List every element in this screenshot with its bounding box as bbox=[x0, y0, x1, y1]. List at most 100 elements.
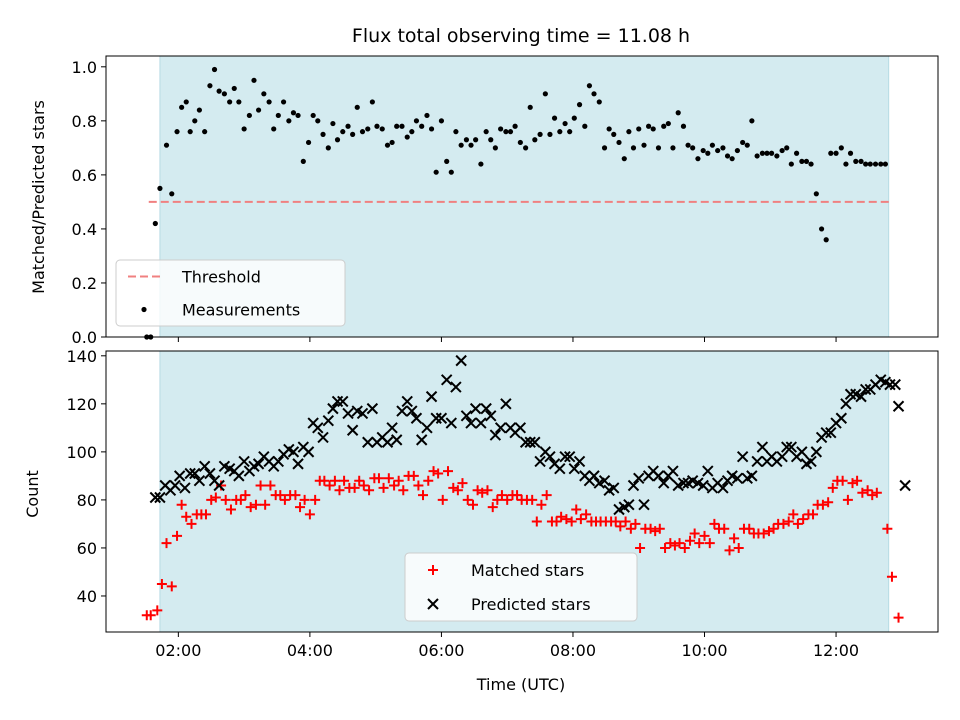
data-point-predicted bbox=[751, 455, 763, 468]
data-point-predicted bbox=[573, 455, 586, 468]
legend-label: Matched stars bbox=[471, 561, 584, 580]
data-point-predicted bbox=[204, 467, 216, 480]
data-point-measurement bbox=[227, 99, 233, 105]
data-point-measurement bbox=[169, 191, 175, 197]
data-point-measurement bbox=[547, 131, 553, 137]
y-tick-label: 0.8 bbox=[72, 112, 97, 131]
bottom-y-axis-label: Count bbox=[23, 470, 42, 518]
x-tick-label: 08:00 bbox=[550, 641, 596, 660]
data-point-measurement bbox=[404, 134, 410, 140]
data-point-measurement bbox=[582, 123, 588, 129]
data-point-matched bbox=[462, 494, 473, 505]
legend-swatch-matched bbox=[428, 565, 438, 575]
data-point-measurement bbox=[740, 139, 746, 146]
data-point-predicted bbox=[563, 450, 576, 463]
plot-frame bbox=[105, 350, 939, 633]
data-point-measurement bbox=[468, 142, 474, 148]
data-point-predicted bbox=[781, 441, 793, 453]
data-point-predicted bbox=[889, 378, 901, 391]
data-point-matched bbox=[798, 514, 809, 525]
data-point-measurement bbox=[650, 126, 656, 132]
data-point-predicted bbox=[855, 390, 867, 403]
data-point-measurement bbox=[872, 161, 879, 167]
data-point-measurement bbox=[384, 142, 391, 148]
data-point-predicted bbox=[421, 422, 433, 434]
data-point-matched bbox=[886, 571, 897, 582]
data-point-matched bbox=[630, 518, 641, 529]
data-point-predicted bbox=[627, 479, 640, 492]
data-point-predicted bbox=[233, 470, 245, 482]
data-point-predicted bbox=[810, 446, 823, 458]
data-point-predicted bbox=[415, 434, 428, 446]
data-point-matched bbox=[255, 480, 266, 491]
data-point-matched bbox=[260, 499, 271, 510]
data-point-matched bbox=[709, 518, 720, 529]
data-point-predicted bbox=[425, 390, 438, 403]
data-point-measurement bbox=[591, 91, 597, 97]
data-point-predicted bbox=[480, 402, 492, 415]
data-point-measurement bbox=[527, 104, 533, 110]
data-point-measurement bbox=[729, 156, 735, 162]
data-point-matched bbox=[744, 523, 755, 534]
data-point-predicted bbox=[287, 446, 300, 458]
data-point-predicted bbox=[450, 381, 462, 393]
y-tick-label: 140 bbox=[66, 347, 97, 366]
data-point-matched bbox=[265, 480, 276, 491]
data-point-matched bbox=[324, 480, 335, 491]
data-point-matched bbox=[166, 581, 177, 592]
data-point-predicted bbox=[401, 395, 413, 408]
data-point-measurement bbox=[734, 147, 740, 154]
data-point-predicted bbox=[173, 470, 186, 482]
data-point-measurement bbox=[784, 145, 790, 151]
data-point-measurement bbox=[542, 91, 548, 97]
data-point-matched bbox=[200, 509, 211, 520]
data-point-predicted bbox=[396, 405, 408, 417]
data-point-measurement bbox=[163, 142, 170, 148]
data-point-measurement bbox=[793, 150, 800, 156]
y-tick-label: 0.6 bbox=[72, 166, 97, 185]
data-point-predicted bbox=[445, 417, 458, 429]
data-point-measurement bbox=[305, 139, 312, 146]
data-point-predicted bbox=[746, 470, 758, 482]
data-point-predicted bbox=[184, 467, 196, 480]
data-point-predicted bbox=[475, 417, 487, 429]
data-point-matched bbox=[679, 542, 690, 553]
data-point-measurement bbox=[310, 112, 316, 119]
data-point-measurement bbox=[271, 126, 277, 132]
data-point-predicted bbox=[805, 455, 817, 468]
data-point-measurement bbox=[685, 142, 691, 148]
data-point-predicted bbox=[835, 412, 848, 424]
data-point-measurement bbox=[498, 126, 504, 132]
data-point-matched bbox=[210, 492, 221, 503]
data-point-measurement bbox=[630, 145, 637, 151]
data-point-measurement bbox=[458, 142, 464, 148]
data-point-measurement bbox=[601, 145, 608, 151]
data-point-measurement bbox=[315, 118, 321, 124]
data-point-measurement bbox=[207, 83, 213, 89]
data-point-matched bbox=[827, 482, 838, 493]
data-point-measurement bbox=[174, 129, 180, 135]
data-point-measurement bbox=[695, 156, 701, 162]
data-point-predicted bbox=[652, 470, 665, 482]
data-point-predicted bbox=[785, 441, 798, 453]
data-point-measurement bbox=[675, 110, 681, 116]
data-point-measurement bbox=[261, 91, 267, 97]
x-tick-label: 04:00 bbox=[287, 641, 333, 660]
data-point-measurement bbox=[754, 153, 760, 159]
data-point-measurement bbox=[280, 99, 287, 105]
data-point-measurement bbox=[507, 129, 514, 135]
data-point-matched bbox=[161, 538, 172, 549]
data-point-matched bbox=[783, 516, 794, 527]
data-point-predicted bbox=[410, 412, 423, 424]
data-point-matched bbox=[487, 502, 498, 513]
data-point-measurement bbox=[330, 120, 336, 127]
data-point-matched bbox=[571, 504, 582, 515]
data-point-measurement bbox=[340, 129, 346, 135]
data-point-measurement bbox=[690, 145, 696, 151]
data-point-predicted bbox=[272, 455, 285, 468]
data-point-measurement bbox=[413, 118, 420, 124]
x-tick-label: 12:00 bbox=[813, 641, 859, 660]
data-point-matched bbox=[275, 490, 286, 501]
data-point-predicted bbox=[342, 407, 354, 420]
